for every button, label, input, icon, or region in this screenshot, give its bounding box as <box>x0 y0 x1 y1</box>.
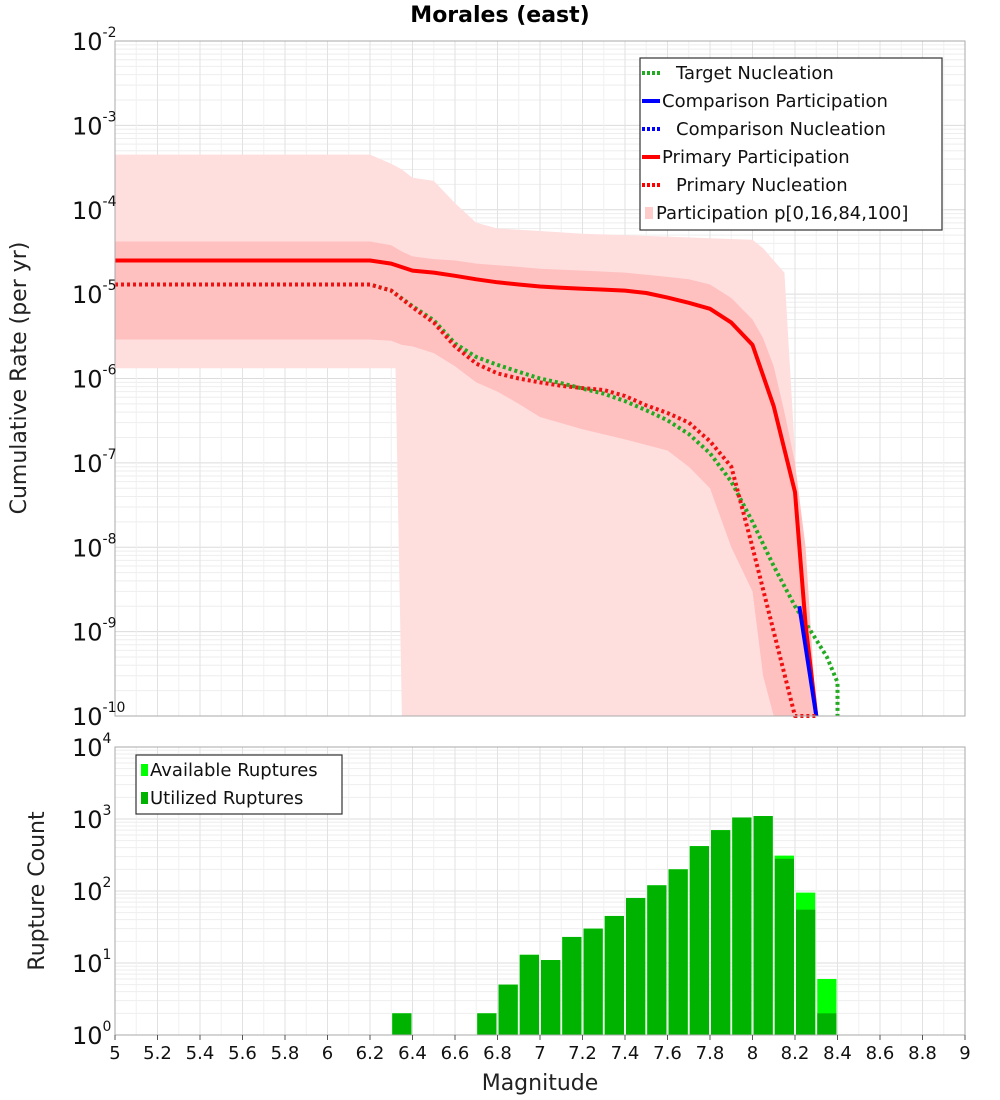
primary-nucleation-line <box>115 282 817 718</box>
count-y-axis-label: Rupture Count <box>25 811 50 971</box>
x-tick-label: 5 <box>109 1043 120 1064</box>
utilized-bar <box>541 960 561 1035</box>
rate-y-tick-label: 10-2 <box>72 25 117 56</box>
rate-legend: Target Nucleation Comparison Participatio… <box>639 57 943 231</box>
comparison-participation-line <box>797 605 819 717</box>
magnitude-x-ticks: 5 5.2 5.4 5.6 5.8 6 6.2 6.4 6.6 6.8 7 7.2 7.4 7.6 7.8 8… <box>109 1035 971 1064</box>
legend-label: Utilized Ruptures <box>150 788 303 809</box>
legend-swatch <box>645 207 653 219</box>
x-tick-label: 6.8 <box>483 1043 512 1064</box>
rate-y-tick-label: 10-5 <box>72 278 117 309</box>
count-bars <box>392 816 837 1035</box>
legend-label: Available Ruptures <box>150 760 318 781</box>
rate-y-tick-label: 10-6 <box>72 363 117 394</box>
utilized-bar <box>498 984 518 1035</box>
rate-y-tick-label: 10-7 <box>72 447 117 478</box>
legend-label: Target Nucleation <box>675 63 834 84</box>
utilized-bar <box>583 928 603 1035</box>
x-tick-label: 5.4 <box>186 1043 215 1064</box>
x-tick-label: 8 <box>747 1043 758 1064</box>
x-tick-label: 7.2 <box>568 1043 597 1064</box>
utilized-bar <box>519 954 539 1035</box>
legend-label: Comparison Participation <box>662 91 888 112</box>
count-y-ticks: 104 103 102 101 100 <box>72 731 112 1050</box>
x-tick-label: 8.8 <box>908 1043 937 1064</box>
x-tick-label: 6.2 <box>356 1043 385 1064</box>
x-tick-label: 7.8 <box>696 1043 725 1064</box>
count-y-tick-label: 102 <box>72 875 111 906</box>
count-y-tick-label: 104 <box>72 731 112 762</box>
x-tick-label: 5.8 <box>271 1043 300 1064</box>
utilized-bar <box>477 1013 497 1035</box>
utilized-bar <box>604 915 624 1035</box>
count-y-tick-label: 101 <box>72 947 111 978</box>
x-tick-label: 6.4 <box>398 1043 427 1064</box>
legend-swatch <box>141 764 148 776</box>
x-tick-label: 6.6 <box>441 1043 470 1064</box>
count-y-tick-label: 103 <box>72 803 111 834</box>
legend-label: Comparison Nucleation <box>676 119 886 140</box>
x-tick-label: 8.4 <box>823 1043 852 1064</box>
count-legend: Available Ruptures Utilized Ruptures <box>135 754 343 815</box>
x-tick-label: 7.6 <box>653 1043 682 1064</box>
rate-y-tick-label: 10-4 <box>72 194 117 225</box>
utilized-bar <box>711 830 731 1035</box>
x-axis-label: Magnitude <box>482 1071 599 1096</box>
utilized-bar <box>753 816 773 1035</box>
x-tick-label: 9 <box>959 1043 970 1064</box>
x-tick-label: 8.2 <box>781 1043 810 1064</box>
rate-y-ticks: 10-2 10-3 10-4 10-5 10-6 10-7 10-8 10-9 10-10 <box>72 25 125 731</box>
rate-y-axis-label: Cumulative Rate (per yr) <box>7 242 32 515</box>
utilized-bar <box>562 936 582 1035</box>
rate-y-tick-label: 10-9 <box>72 616 117 647</box>
utilized-bar <box>689 846 709 1035</box>
rate-plot-border <box>114 40 966 717</box>
chart-title: Morales (east) <box>410 3 589 28</box>
band-p16-p84 <box>115 241 817 716</box>
x-tick-label: 5.2 <box>143 1043 172 1064</box>
rate-y-tick-label: 10-8 <box>72 531 117 562</box>
x-tick-label: 5.6 <box>228 1043 257 1064</box>
count-legend-box <box>135 754 343 815</box>
utilized-bar <box>668 869 688 1035</box>
legend-label: Primary Nucleation <box>676 175 848 196</box>
legend-label: Primary Participation <box>662 147 850 168</box>
utilized-bar <box>647 885 667 1035</box>
utilized-bar <box>774 858 794 1035</box>
utilized-bar <box>392 1013 412 1035</box>
x-tick-label: 7.4 <box>611 1043 640 1064</box>
rate-legend-box <box>639 57 943 231</box>
primary-participation-line <box>115 258 819 717</box>
utilized-bar <box>817 1013 837 1035</box>
count-y-tick-label: 100 <box>72 1019 111 1050</box>
target-nucleation-line <box>115 282 840 716</box>
rate-y-tick-label: 10-3 <box>72 109 117 140</box>
legend-swatch <box>141 792 148 804</box>
x-tick-label: 8.6 <box>866 1043 895 1064</box>
rate-curves <box>115 258 840 718</box>
utilized-bar <box>626 897 646 1035</box>
utilized-bar <box>796 909 816 1035</box>
utilized-bar <box>732 817 752 1035</box>
legend-label: Participation p[0,16,84,100] <box>656 203 908 224</box>
rate-y-tick-label: 10-10 <box>72 700 125 731</box>
x-tick-label: 7 <box>534 1043 545 1064</box>
x-tick-label: 6 <box>322 1043 333 1064</box>
